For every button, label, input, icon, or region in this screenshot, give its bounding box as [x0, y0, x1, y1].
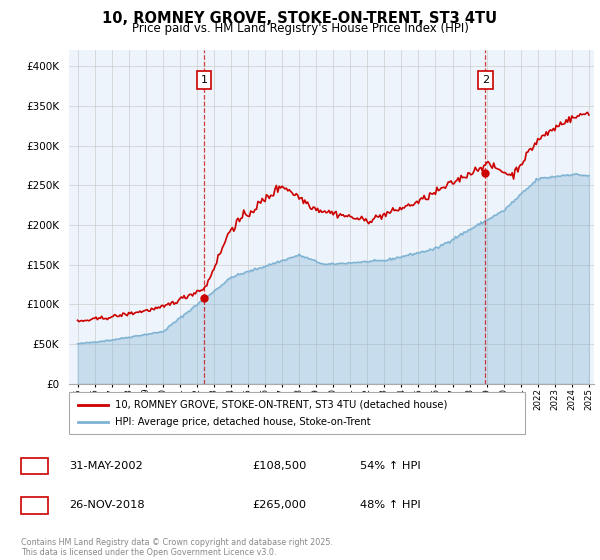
Text: 54% ↑ HPI: 54% ↑ HPI [360, 461, 421, 471]
Text: 10, ROMNEY GROVE, STOKE-ON-TRENT, ST3 4TU: 10, ROMNEY GROVE, STOKE-ON-TRENT, ST3 4T… [103, 11, 497, 26]
Text: 2: 2 [482, 76, 489, 85]
Text: 26-NOV-2018: 26-NOV-2018 [69, 500, 145, 510]
Text: 48% ↑ HPI: 48% ↑ HPI [360, 500, 421, 510]
Text: 1: 1 [30, 459, 38, 473]
Text: Contains HM Land Registry data © Crown copyright and database right 2025.
This d: Contains HM Land Registry data © Crown c… [21, 538, 333, 557]
Text: 10, ROMNEY GROVE, STOKE-ON-TRENT, ST3 4TU (detached house): 10, ROMNEY GROVE, STOKE-ON-TRENT, ST3 4T… [115, 400, 447, 409]
Text: 1: 1 [200, 76, 208, 85]
Text: £108,500: £108,500 [252, 461, 307, 471]
Text: £265,000: £265,000 [252, 500, 306, 510]
Text: HPI: Average price, detached house, Stoke-on-Trent: HPI: Average price, detached house, Stok… [115, 417, 370, 427]
Text: 2: 2 [30, 498, 38, 512]
Text: 31-MAY-2002: 31-MAY-2002 [69, 461, 143, 471]
Text: Price paid vs. HM Land Registry's House Price Index (HPI): Price paid vs. HM Land Registry's House … [131, 22, 469, 35]
